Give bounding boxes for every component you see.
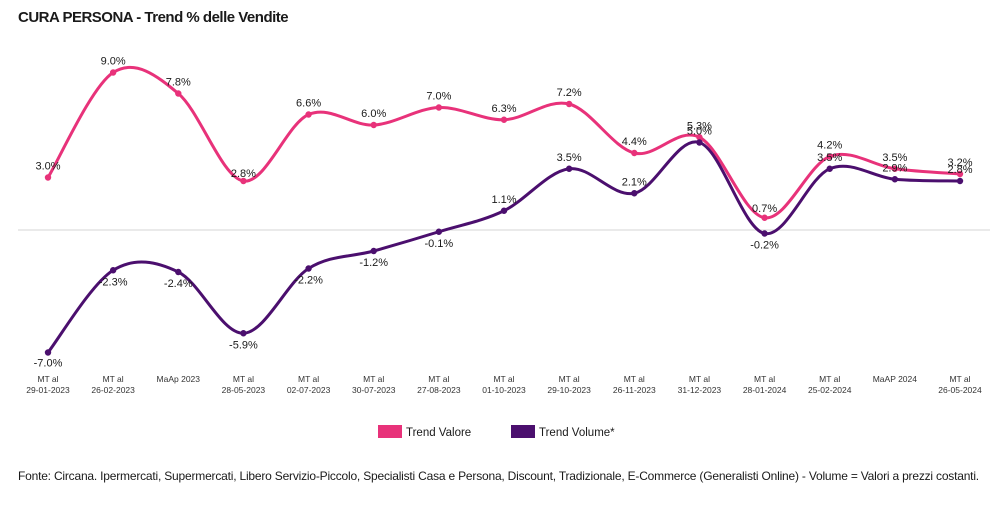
data-point-volume	[370, 247, 377, 255]
legend-label-volume: Trend Volume*	[539, 427, 615, 439]
x-tick-label: 26-05-2024	[938, 385, 982, 395]
data-point-volume	[109, 267, 117, 274]
data-label-volume: -0.1%	[424, 238, 453, 250]
x-tick-label: 30-07-2023	[352, 385, 396, 395]
data-point-volume	[826, 165, 833, 172]
x-tick-label: 29-01-2023	[26, 385, 70, 395]
data-label-valore: 9.0%	[101, 56, 126, 68]
data-label-volume: -2.4%	[164, 278, 193, 290]
x-tick-label: MT al	[37, 374, 58, 384]
data-point-volume	[891, 176, 899, 183]
data-label-volume: -5.9%	[229, 339, 258, 351]
x-tick-label: 28-05-2023	[222, 385, 266, 395]
data-label-valore: 5.3%	[687, 120, 712, 132]
data-point-valore	[109, 69, 117, 76]
data-point-valore	[696, 134, 703, 141]
legend-swatch-volume	[511, 425, 535, 438]
x-tick-label: MT al	[559, 374, 580, 384]
data-point-valore	[240, 177, 247, 185]
data-point-volume	[435, 228, 443, 235]
data-label-valore: 6.0%	[361, 108, 386, 120]
data-label-valore: 7.8%	[166, 77, 191, 89]
data-label-volume: 2.9%	[882, 162, 907, 174]
x-tick-label: MaAP 2024	[873, 374, 918, 384]
data-point-valore	[761, 214, 768, 221]
data-point-volume	[956, 177, 964, 185]
data-point-valore	[370, 121, 377, 129]
data-label-volume: 5.0%	[687, 126, 712, 138]
x-tick-label: MT al	[298, 374, 319, 384]
x-tick-label: 29-10-2023	[547, 385, 591, 395]
data-point-valore	[175, 90, 182, 97]
data-point-volume	[305, 265, 312, 272]
x-tick-label: MT al	[103, 374, 124, 384]
data-point-volume	[44, 349, 52, 356]
data-point-valore	[631, 149, 638, 157]
data-label-valore: 6.3%	[491, 103, 516, 115]
x-tick-label: MT al	[689, 374, 710, 384]
data-label-volume: -0.2%	[750, 240, 779, 252]
data-point-volume	[175, 268, 182, 276]
x-tick-label: 02-07-2023	[287, 385, 331, 395]
x-tick-label: MT al	[363, 374, 384, 384]
data-label-volume: -7.0%	[34, 358, 63, 370]
x-tick-label: MT al	[819, 374, 840, 384]
x-tick-label: 26-02-2023	[91, 385, 135, 395]
x-tick-label: MaAp 2023	[157, 374, 201, 384]
data-label-valore: 3.2%	[947, 157, 972, 169]
x-tick-label: 25-02-2024	[808, 385, 852, 395]
data-label-volume: 1.1%	[491, 194, 516, 206]
data-label-valore: 3.0%	[35, 161, 60, 173]
x-tick-label: 31-12-2023	[678, 385, 722, 395]
data-point-valore	[956, 170, 964, 178]
x-tick-label: MT al	[493, 374, 514, 384]
data-point-valore	[826, 153, 833, 160]
x-tick-label: 28-01-2024	[743, 385, 787, 395]
data-point-volume	[696, 139, 703, 146]
data-point-valore	[435, 104, 443, 111]
data-point-valore	[305, 111, 312, 118]
data-label-valore: 4.2%	[817, 140, 842, 152]
data-label-volume: 3.5%	[817, 152, 842, 164]
data-label-volume: 2.1%	[622, 176, 647, 188]
x-tick-label: 01-10-2023	[482, 385, 526, 395]
data-point-volume	[565, 165, 573, 172]
data-label-valore: 0.7%	[752, 203, 777, 215]
x-tick-label: MT al	[233, 374, 254, 384]
legend-label-valore: Trend Valore	[406, 427, 471, 439]
x-tick-label: MT al	[624, 374, 645, 384]
chart-title: CURA PERSONA - Trend % delle Vendite	[18, 9, 289, 26]
data-point-volume	[500, 207, 508, 214]
data-label-valore: 7.0%	[426, 91, 451, 103]
data-label-valore: 2.8%	[231, 168, 256, 180]
data-label-volume: -1.2%	[359, 257, 388, 269]
series-line-volume	[46, 140, 961, 354]
x-tick-label: 26-11-2023	[613, 385, 656, 395]
data-label-valore: 7.2%	[557, 87, 582, 99]
data-point-valore	[565, 100, 573, 108]
data-label-valore: 3.5%	[882, 152, 907, 164]
data-point-valore	[44, 174, 52, 181]
data-label-valore: 4.4%	[622, 136, 647, 148]
data-point-volume	[240, 330, 247, 337]
data-label-volume: 3.5%	[557, 152, 582, 164]
data-label-volume: -2.3%	[99, 276, 128, 288]
legend-swatch-valore	[378, 425, 402, 438]
data-point-valore	[500, 116, 508, 123]
source-note: Fonte: Circana. Ipermercati, Supermercat…	[18, 469, 979, 483]
x-tick-label: 27-08-2023	[417, 385, 461, 395]
data-point-volume	[761, 230, 768, 237]
data-label-volume: -2.2%	[294, 275, 323, 287]
x-tick-label: MT al	[949, 374, 970, 384]
data-label-valore: 6.6%	[296, 98, 321, 110]
data-point-volume	[631, 190, 638, 197]
data-label-volume: 2.8%	[947, 164, 972, 176]
data-point-valore	[891, 165, 899, 172]
x-tick-label: MT al	[428, 374, 449, 384]
x-tick-label: MT al	[754, 374, 775, 384]
